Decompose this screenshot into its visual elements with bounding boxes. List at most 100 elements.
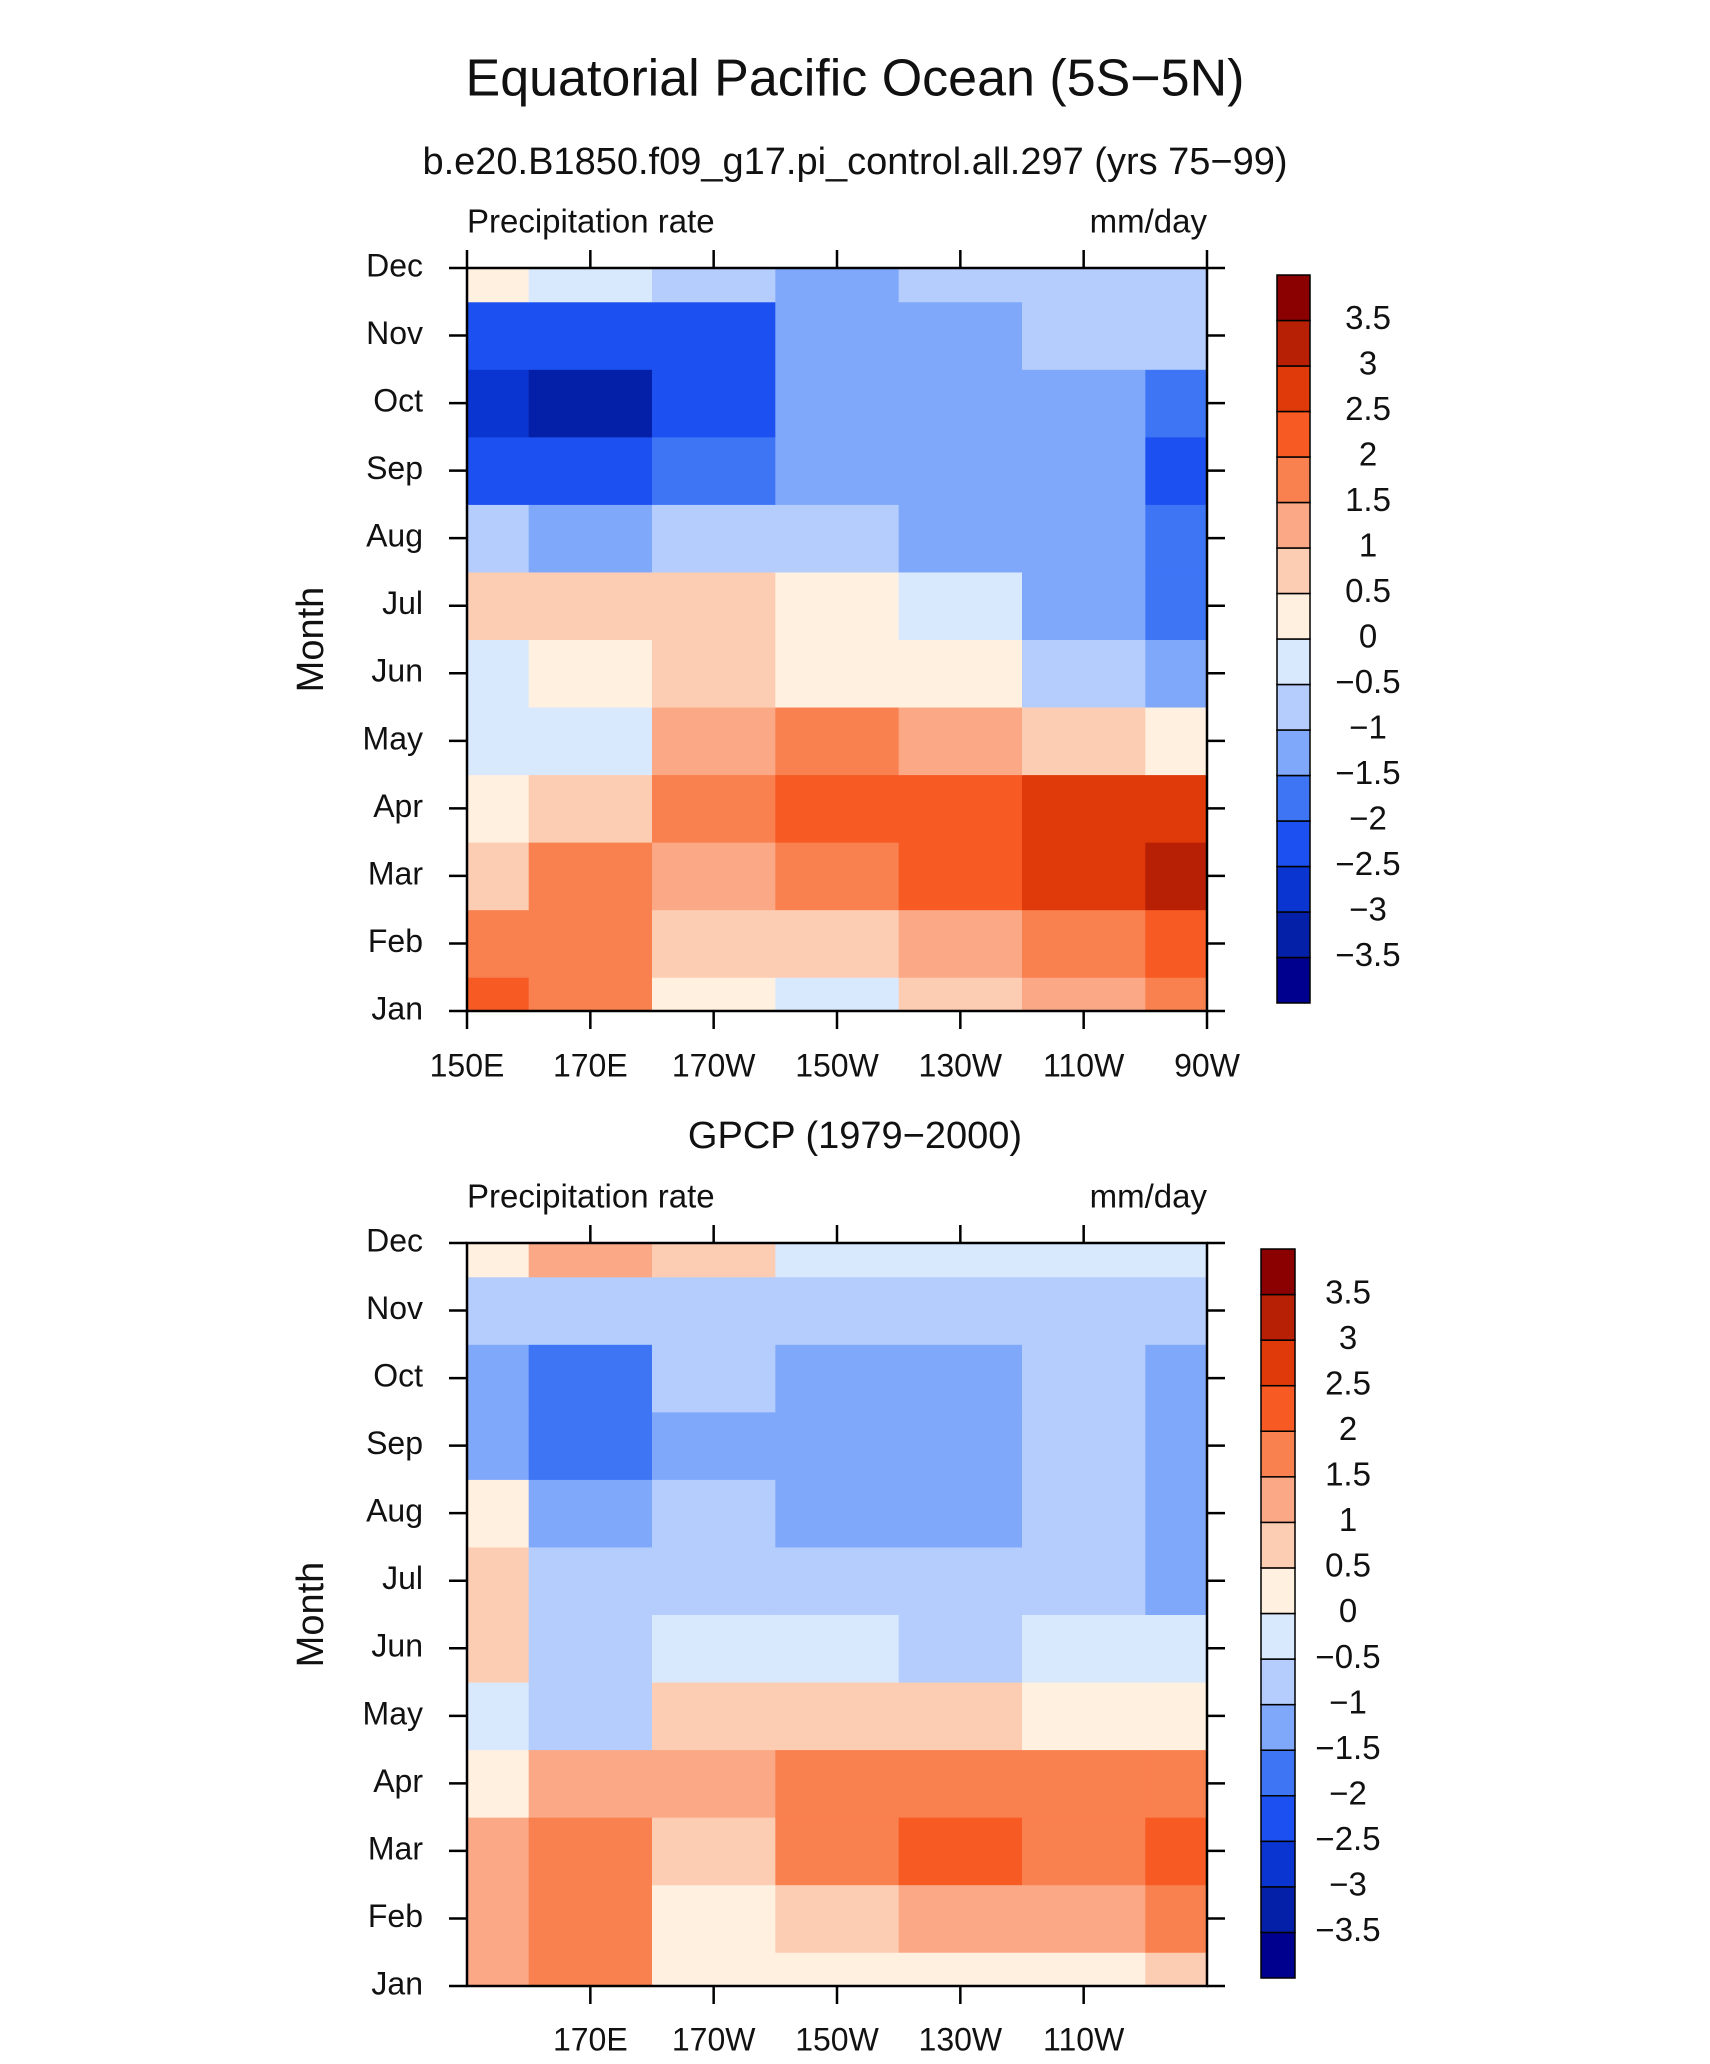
colorbar-label: 3 xyxy=(1359,345,1377,382)
right-label: mm/day xyxy=(1090,203,1208,240)
cell xyxy=(652,571,776,640)
cell xyxy=(775,977,900,1011)
cell xyxy=(652,909,776,978)
colorbar-label: −2.5 xyxy=(1335,845,1400,882)
colorbar-box xyxy=(1260,1430,1296,1478)
cell xyxy=(1022,1884,1146,1953)
x-tick-label: 150W xyxy=(795,1047,879,1083)
colorbar-label: 1.5 xyxy=(1345,481,1391,518)
cell xyxy=(1022,1614,1146,1683)
cell xyxy=(528,977,653,1011)
colorbar-box xyxy=(1260,1749,1296,1797)
cell xyxy=(898,369,1023,438)
cell xyxy=(528,909,653,978)
cell xyxy=(652,639,776,708)
cell xyxy=(1022,774,1146,843)
cell xyxy=(467,774,530,843)
cell xyxy=(775,1682,900,1751)
colorbar-box xyxy=(1276,319,1311,367)
cell xyxy=(528,301,653,370)
cell xyxy=(1022,1749,1146,1818)
x-tick-label: 150W xyxy=(795,2021,879,2057)
cell xyxy=(528,1749,653,1818)
colorbar-box xyxy=(1260,1476,1296,1524)
left-label: Precipitation rate xyxy=(467,1178,715,1215)
cell xyxy=(1145,1344,1207,1413)
cell xyxy=(1145,1546,1207,1615)
cell xyxy=(1145,774,1207,843)
cell xyxy=(775,1749,900,1818)
cell xyxy=(652,436,776,505)
y-tick-label: Nov xyxy=(366,315,423,351)
y-tick-label: Jul xyxy=(382,585,423,621)
cell xyxy=(775,504,900,573)
y-tick-label: Sep xyxy=(366,1425,423,1461)
y-tick-label: Jun xyxy=(371,653,423,689)
colorbar-label: −1 xyxy=(1349,709,1387,746)
colorbar-label: 3 xyxy=(1339,1319,1357,1356)
y-tick-label: Mar xyxy=(368,855,423,891)
y-axis-title: Month xyxy=(290,587,332,693)
cell xyxy=(652,1749,776,1818)
colorbar-box xyxy=(1276,501,1311,549)
colorbar-label: 0.5 xyxy=(1325,1547,1371,1584)
colorbar-box xyxy=(1260,1658,1296,1706)
y-tick-label: Mar xyxy=(368,1830,423,1866)
y-tick-label: Aug xyxy=(366,518,423,554)
colorbar-label: −1.5 xyxy=(1335,754,1400,791)
colorbar-label: −3.5 xyxy=(1315,1911,1380,1948)
cell xyxy=(1022,842,1146,911)
cell xyxy=(652,1411,776,1480)
colorbar-box xyxy=(1276,683,1311,731)
colorbar-label: −3.5 xyxy=(1335,936,1400,973)
colorbar-box xyxy=(1260,1293,1296,1341)
x-tick-label: 170W xyxy=(672,1047,756,1083)
chart-subtitle: GPCP (1979−2000) xyxy=(688,1115,1022,1157)
cell xyxy=(652,1243,776,1278)
cell xyxy=(652,369,776,438)
cell xyxy=(898,1749,1023,1818)
cell xyxy=(775,1276,900,1345)
colorbar-label: −1 xyxy=(1329,1683,1367,1720)
cell xyxy=(467,369,530,438)
y-tick-label: Jan xyxy=(371,1965,423,2001)
cell xyxy=(467,977,530,1011)
cell xyxy=(528,1884,653,1953)
cell xyxy=(898,639,1023,708)
cell xyxy=(898,1243,1023,1278)
cell xyxy=(775,1411,900,1480)
cell xyxy=(652,1952,776,1986)
colorbar-label: 0 xyxy=(1339,1592,1357,1629)
y-tick-label: Oct xyxy=(373,1358,423,1394)
x-tick-label: 170E xyxy=(553,2021,628,2057)
colorbar-box xyxy=(1276,729,1311,777)
cell xyxy=(528,842,653,911)
colorbar-label: 1 xyxy=(1359,527,1377,564)
cell xyxy=(467,504,530,573)
colorbar-label: −1.5 xyxy=(1315,1729,1380,1766)
cell xyxy=(898,1546,1023,1615)
cell xyxy=(528,1546,653,1615)
cell xyxy=(467,639,530,708)
cell xyxy=(898,1884,1023,1953)
y-tick-label: Aug xyxy=(366,1493,423,1529)
cell xyxy=(1022,1479,1146,1548)
cell xyxy=(1145,369,1207,438)
cell xyxy=(1145,1682,1207,1751)
cell xyxy=(1145,639,1207,708)
colorbar-label: 2.5 xyxy=(1345,390,1391,427)
colorbar-label: 3.5 xyxy=(1325,1273,1371,1310)
y-tick-label: Jan xyxy=(371,990,423,1026)
x-tick-label: 170W xyxy=(672,2021,756,2057)
colorbar-box xyxy=(1276,456,1311,504)
y-tick-label: Jul xyxy=(382,1560,423,1596)
cell xyxy=(775,436,900,505)
colorbar-box xyxy=(1276,592,1311,640)
colorbar-label: 2.5 xyxy=(1325,1364,1371,1401)
cell xyxy=(898,1614,1023,1683)
colorbar-box xyxy=(1276,410,1311,458)
cell xyxy=(898,571,1023,640)
cell xyxy=(467,707,530,776)
cell xyxy=(528,1243,653,1278)
chart-subtitle: b.e20.B1850.f09_g17.pi_control.all.297 (… xyxy=(422,141,1287,183)
